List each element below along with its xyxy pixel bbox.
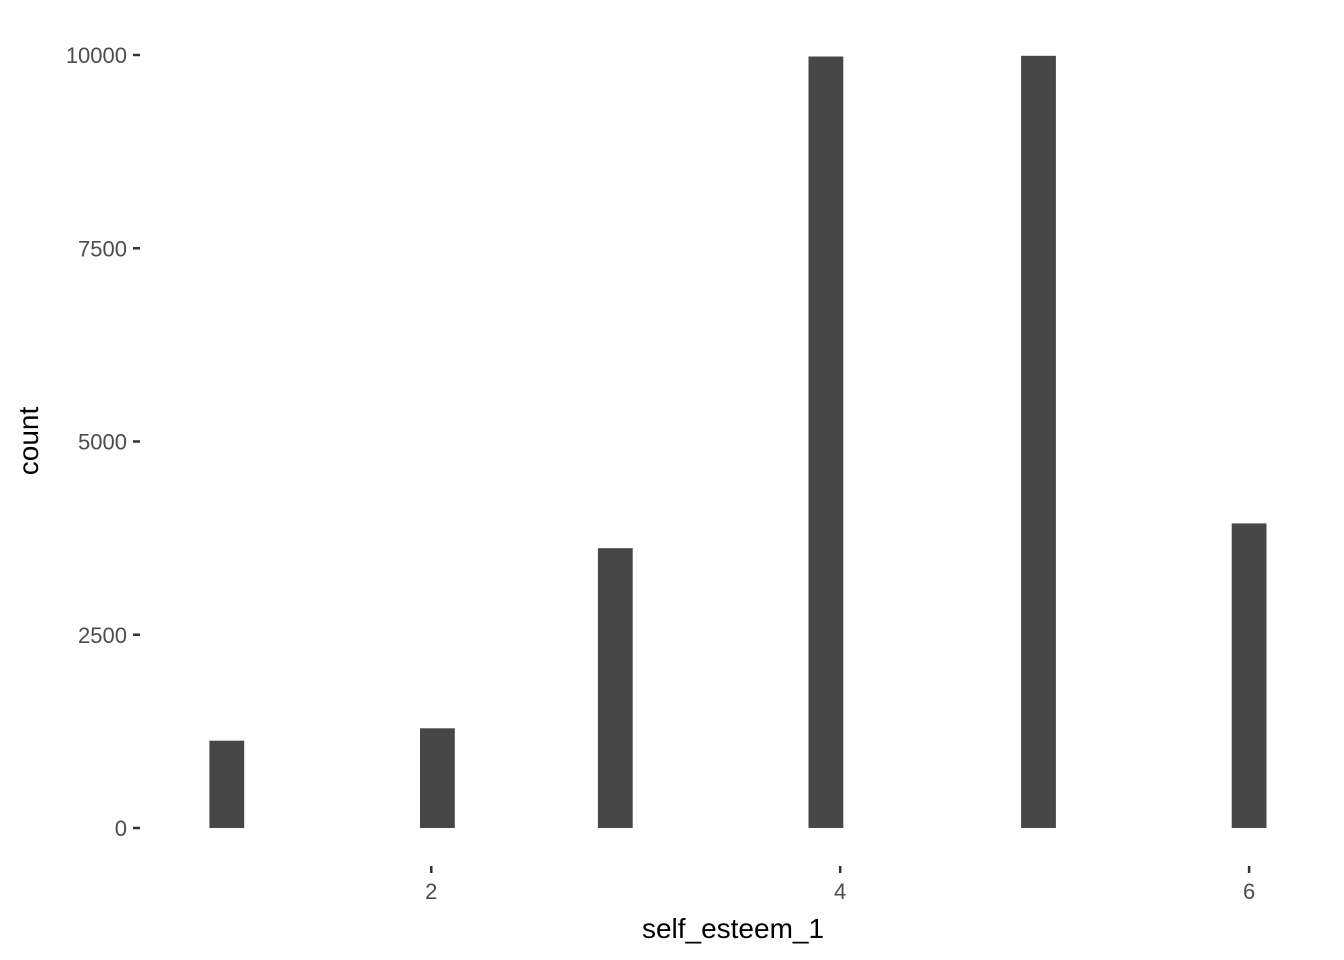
bar-5 (1021, 55, 1056, 829)
y-axis: 0 2500 5000 7500 10000 (66, 43, 140, 841)
bars-group (209, 55, 1267, 829)
x-tick-label: 2 (425, 879, 437, 904)
x-axis-title: self_esteem_1 (642, 913, 824, 944)
y-tick-label: 7500 (78, 236, 127, 261)
bar-1 (209, 740, 245, 828)
y-axis-title: count (13, 407, 44, 476)
y-tick-label: 0 (115, 816, 127, 841)
bar-3 (597, 548, 633, 828)
x-axis: 2 4 6 (425, 866, 1255, 904)
y-tick-label: 5000 (78, 430, 127, 455)
bar-6 (1231, 523, 1267, 828)
y-tick-label: 2500 (78, 623, 127, 648)
bar-4 (808, 56, 844, 828)
x-tick-label: 6 (1243, 879, 1255, 904)
y-tick-label: 10000 (66, 43, 127, 68)
bar-2 (420, 728, 455, 828)
x-tick-label: 4 (834, 879, 846, 904)
